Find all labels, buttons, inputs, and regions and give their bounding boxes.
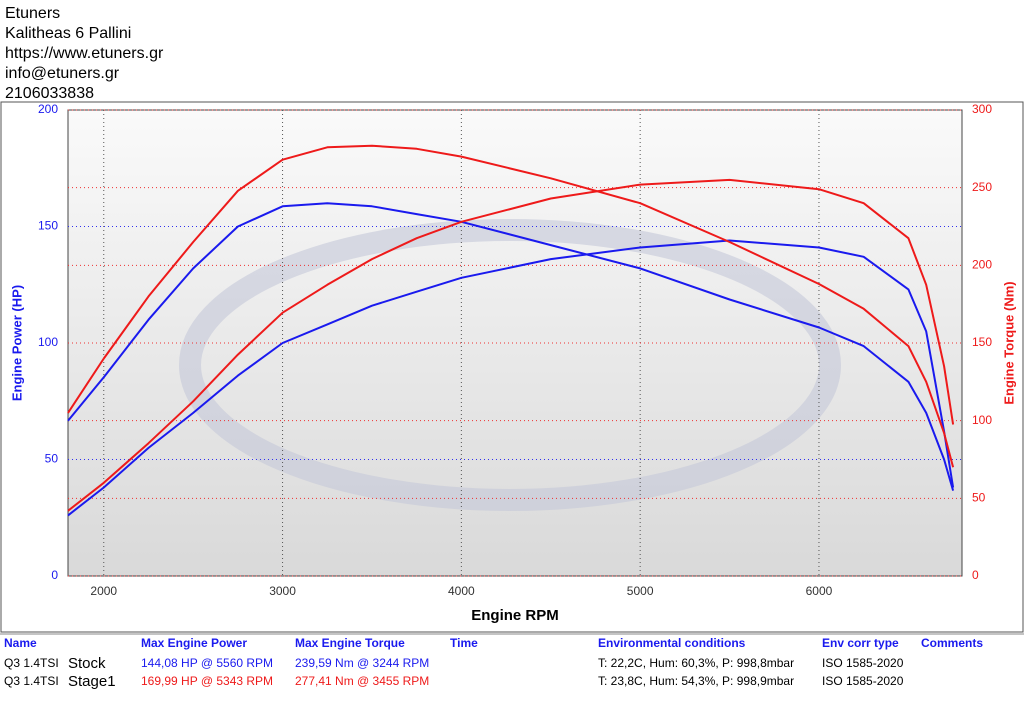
- y2-tick-label: 100: [972, 413, 992, 427]
- x-tick-label: 6000: [806, 584, 833, 598]
- x-axis-label: Engine RPM: [471, 607, 559, 624]
- y2-axis-label: Engine Torque (Nm): [1001, 281, 1016, 404]
- table-header: Env corr type: [822, 636, 899, 650]
- curve: [67, 239, 955, 517]
- table-header: Time: [450, 636, 478, 650]
- row-torque: 239,59 Nm @ 3244 RPM: [295, 656, 429, 670]
- curve: [67, 178, 955, 512]
- row-corr: ISO 1585-2020: [822, 656, 904, 670]
- y-tick-label: 150: [38, 219, 58, 233]
- row-torque: 277,41 Nm @ 3455 RPM: [295, 674, 429, 688]
- y2-tick-label: 150: [972, 335, 992, 349]
- x-tick-label: 2000: [90, 584, 117, 598]
- row-env: T: 23,8C, Hum: 54,3%, P: 998,9mbar: [598, 674, 794, 688]
- row-power: 169,99 HP @ 5343 RPM: [141, 674, 273, 688]
- y-tick-label: 50: [45, 452, 59, 466]
- table-header: Max Engine Power: [141, 636, 247, 650]
- curve: [67, 144, 955, 468]
- y2-tick-label: 0: [972, 568, 979, 582]
- header-line: Kalitheas 6 Pallini: [5, 25, 131, 42]
- y2-tick-label: 50: [972, 491, 986, 505]
- row-power: 144,08 HP @ 5560 RPM: [141, 656, 273, 670]
- y-axis-label: Engine Power (HP): [9, 285, 24, 401]
- header-line: Etuners: [5, 5, 60, 22]
- row-series: Stock: [68, 655, 106, 672]
- header-line: https://www.etuners.gr: [5, 45, 164, 62]
- x-tick-label: 5000: [627, 584, 654, 598]
- y-tick-label: 100: [38, 335, 58, 349]
- table-header: Environmental conditions: [598, 636, 746, 650]
- row-corr: ISO 1585-2020: [822, 674, 904, 688]
- row-name: Q3 1.4TSI: [4, 674, 59, 688]
- table-header: Name: [4, 636, 37, 650]
- y-tick-label: 0: [51, 568, 58, 582]
- table-header: Max Engine Torque: [295, 636, 405, 650]
- y2-tick-label: 200: [972, 258, 992, 272]
- y2-tick-label: 300: [972, 102, 992, 116]
- x-tick-label: 4000: [448, 584, 475, 598]
- header-line: info@etuners.gr: [5, 65, 120, 82]
- y2-tick-label: 250: [972, 180, 992, 194]
- y-tick-label: 200: [38, 102, 58, 116]
- table-header: Comments: [921, 636, 983, 650]
- watermark: [179, 219, 841, 511]
- row-name: Q3 1.4TSI: [4, 656, 59, 670]
- row-series: Stage1: [68, 673, 116, 690]
- row-env: T: 22,2C, Hum: 60,3%, P: 998,8mbar: [598, 656, 794, 670]
- x-tick-label: 3000: [269, 584, 296, 598]
- header-line: 2106033838: [5, 85, 94, 102]
